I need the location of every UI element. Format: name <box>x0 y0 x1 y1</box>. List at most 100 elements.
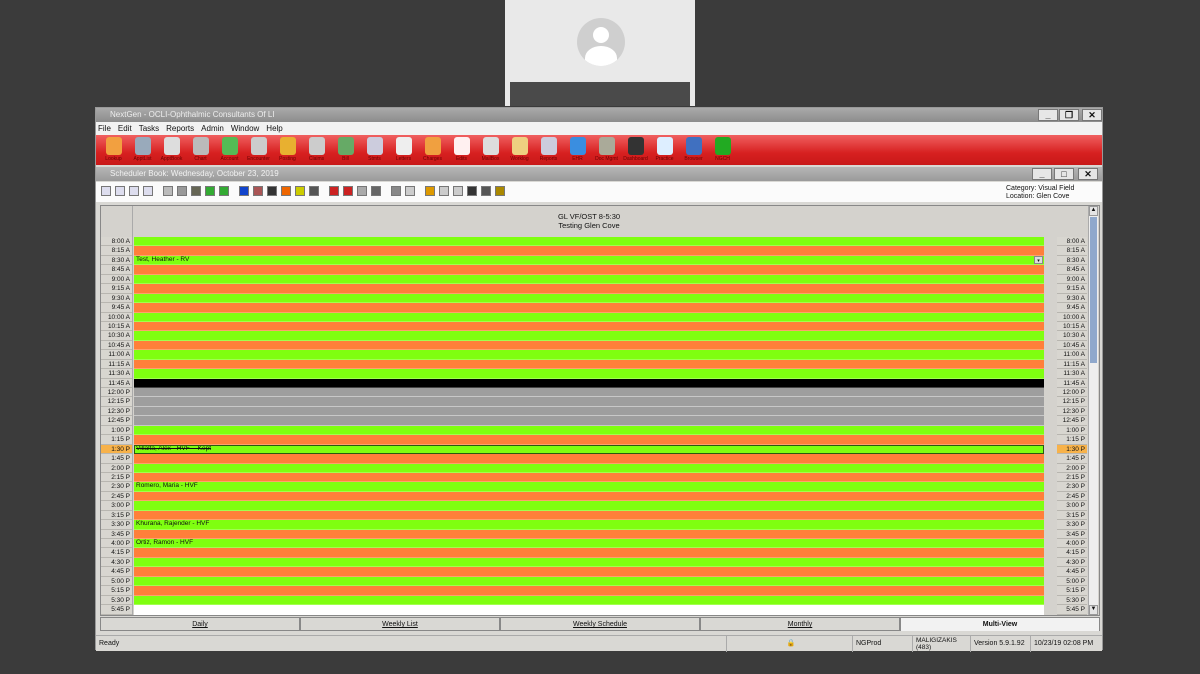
scheduler-tool-21-icon[interactable] <box>425 186 435 196</box>
time-slot[interactable] <box>134 472 1044 483</box>
time-slot[interactable] <box>134 425 1044 436</box>
scheduler-tool-18-icon[interactable] <box>371 186 381 196</box>
restore-button[interactable]: ❐ <box>1059 109 1079 121</box>
child-maximize-button[interactable]: □ <box>1054 168 1074 180</box>
menu-help[interactable]: Help <box>266 124 283 133</box>
scheduler-tool-24-icon[interactable] <box>467 186 477 196</box>
scheduler-tool-25-icon[interactable] <box>481 186 491 196</box>
toolbar-edits-button[interactable]: Edits <box>447 135 476 165</box>
time-slot[interactable] <box>134 501 1044 511</box>
appointment-slot[interactable]: Romero, Maria - HVF <box>134 482 1044 492</box>
time-slot[interactable] <box>134 378 1044 388</box>
toolbar-dashboard-button[interactable]: Dashboard <box>621 135 650 165</box>
toolbar-stmts-button[interactable]: Stmts <box>360 135 389 165</box>
time-slot[interactable] <box>134 303 1044 313</box>
tab-multi-view[interactable]: Multi-View <box>900 617 1100 631</box>
scroll-up-button[interactable]: ▲ <box>1089 206 1098 216</box>
tab-daily[interactable]: Daily <box>100 617 300 631</box>
child-minimize-button[interactable]: _ <box>1032 168 1052 180</box>
time-slot[interactable] <box>134 293 1044 304</box>
toolbar-apptbook-button[interactable]: ApptBook <box>157 135 186 165</box>
toolbar-worklog-button[interactable]: Worklog <box>505 135 534 165</box>
scheduler-tool-22-icon[interactable] <box>439 186 449 196</box>
time-slot[interactable] <box>134 359 1044 370</box>
toolbar-doc-mgmt-button[interactable]: Doc Mgmt <box>592 135 621 165</box>
scheduler-tool-19-icon[interactable] <box>391 186 401 196</box>
time-slot[interactable] <box>134 491 1044 502</box>
close-button[interactable]: ✕ <box>1082 109 1102 121</box>
scroll-down-button[interactable]: ▼ <box>1089 605 1098 615</box>
vertical-scrollbar[interactable]: ▲ ▼ <box>1088 206 1098 615</box>
slot-dropdown-button[interactable]: ▾ <box>1034 255 1043 264</box>
toolbar-letters-button[interactable]: Letters <box>389 135 418 165</box>
time-slot[interactable] <box>134 312 1044 322</box>
toolbar-ehr-button[interactable]: EHR <box>563 135 592 165</box>
toolbar-claims-button[interactable]: Claims <box>302 135 331 165</box>
menu-file[interactable]: File <box>98 124 111 133</box>
toolbar-charges-button[interactable]: Charges <box>418 135 447 165</box>
scheduler-tool-12-icon[interactable] <box>281 186 291 196</box>
time-slot[interactable] <box>134 388 1044 398</box>
toolbar-apptlist-button[interactable]: ApptList <box>128 135 157 165</box>
time-slot[interactable] <box>134 605 1044 615</box>
scheduler-tool-26-icon[interactable] <box>495 186 505 196</box>
time-slot[interactable] <box>134 529 1044 539</box>
scheduler-tool-7-icon[interactable] <box>205 186 215 196</box>
time-slot[interactable] <box>134 463 1044 473</box>
menu-admin[interactable]: Admin <box>201 124 224 133</box>
time-slot[interactable] <box>134 340 1044 351</box>
time-slot[interactable] <box>134 397 1044 407</box>
time-slot[interactable] <box>134 416 1044 426</box>
toolbar-ngch-button[interactable]: NGCH <box>708 135 737 165</box>
time-slot[interactable] <box>134 274 1044 285</box>
toolbar-reports-button[interactable]: Reports <box>534 135 563 165</box>
scheduler-tool-2-icon[interactable] <box>129 186 139 196</box>
appointment-slot[interactable]: Test, Heather - RV ▾ <box>134 255 1044 266</box>
child-close-button[interactable]: ✕ <box>1078 168 1098 180</box>
toolbar-chart-button[interactable]: Chart <box>186 135 215 165</box>
scheduler-tool-0-icon[interactable] <box>101 186 111 196</box>
menu-tasks[interactable]: Tasks <box>138 124 160 133</box>
time-slot[interactable] <box>134 567 1044 577</box>
time-slot[interactable] <box>134 576 1044 587</box>
time-slot[interactable] <box>134 237 1044 247</box>
scheduler-tool-13-icon[interactable] <box>295 186 305 196</box>
time-slot[interactable] <box>134 586 1044 596</box>
scheduler-tool-11-icon[interactable] <box>267 186 277 196</box>
toolbar-mailbox-button[interactable]: MailBox <box>476 135 505 165</box>
time-slot[interactable] <box>134 557 1044 568</box>
scheduler-tool-4-icon[interactable] <box>163 186 173 196</box>
time-slot[interactable] <box>134 595 1044 606</box>
time-slot[interactable] <box>134 510 1044 521</box>
time-slot[interactable] <box>134 331 1044 341</box>
scheduler-tool-15-icon[interactable] <box>329 186 339 196</box>
tab-weekly-schedule[interactable]: Weekly Schedule <box>500 617 700 631</box>
time-slot[interactable] <box>134 406 1044 417</box>
time-slot[interactable] <box>134 350 1044 360</box>
scheduler-tool-23-icon[interactable] <box>453 186 463 196</box>
time-slot[interactable] <box>134 321 1044 332</box>
tab-weekly-list[interactable]: Weekly List <box>300 617 500 631</box>
scheduler-tool-17-icon[interactable] <box>357 186 367 196</box>
scheduler-tool-20-icon[interactable] <box>405 186 415 196</box>
appointment-slot[interactable]: Villalta, Alex - HVF -- Kept <box>134 444 1044 455</box>
toolbar-bill-button[interactable]: Bill <box>331 135 360 165</box>
appointment-slot[interactable]: Khurana, Rajender - HVF <box>134 520 1044 530</box>
time-slot[interactable] <box>134 284 1044 294</box>
toolbar-encounter-button[interactable]: Encounter <box>244 135 273 165</box>
scheduler-tool-5-icon[interactable] <box>177 186 187 196</box>
time-slot[interactable] <box>134 435 1044 445</box>
scrollbar-thumb[interactable] <box>1090 217 1097 363</box>
time-slot[interactable] <box>134 369 1044 379</box>
column-header[interactable]: GL VF/OST 8-5:30 Testing Glen Cove <box>134 206 1044 237</box>
scheduler-tool-8-icon[interactable] <box>219 186 229 196</box>
toolbar-lookup-button[interactable]: Lookup <box>99 135 128 165</box>
menu-reports[interactable]: Reports <box>166 124 195 133</box>
scheduler-tool-3-icon[interactable] <box>143 186 153 196</box>
time-slot[interactable] <box>134 454 1044 464</box>
menu-edit[interactable]: Edit <box>117 124 132 133</box>
tab-monthly[interactable]: Monthly <box>700 617 900 631</box>
scheduler-tool-9-icon[interactable] <box>239 186 249 196</box>
time-slot[interactable] <box>134 246 1044 256</box>
toolbar-posting-button[interactable]: Posting <box>273 135 302 165</box>
